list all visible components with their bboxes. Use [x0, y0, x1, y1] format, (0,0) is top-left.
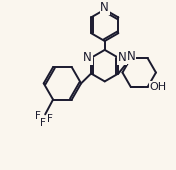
- Text: F: F: [40, 118, 46, 128]
- Text: OH: OH: [150, 82, 167, 92]
- Text: N: N: [100, 1, 109, 14]
- Text: N: N: [83, 51, 92, 64]
- Text: F: F: [47, 114, 53, 124]
- Text: F: F: [35, 111, 41, 121]
- Text: N: N: [126, 50, 135, 63]
- Text: N: N: [117, 51, 126, 64]
